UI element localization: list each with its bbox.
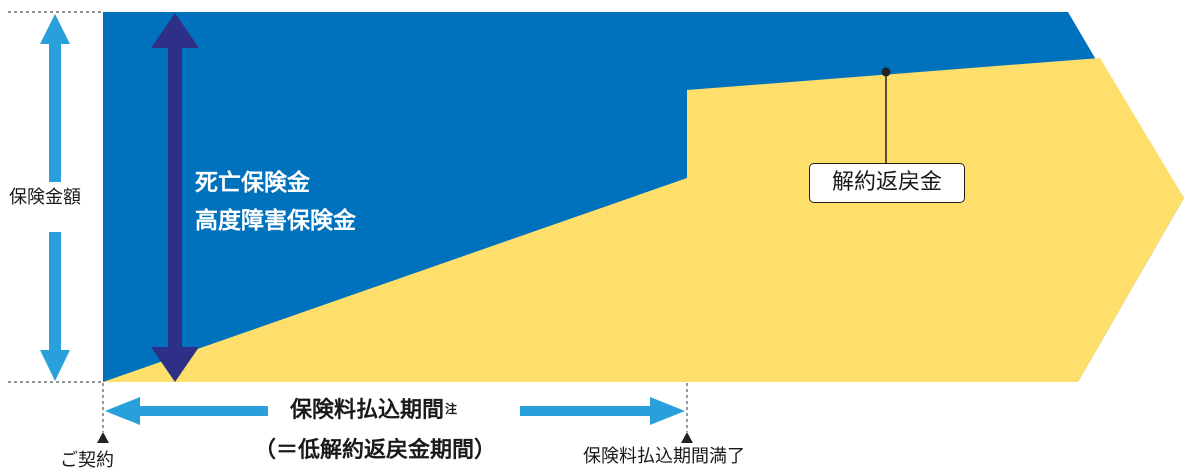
high-disability-benefit-label: 高度障害保険金 <box>195 208 356 234</box>
surrender-value-label: 解約返戻金 <box>809 163 965 203</box>
sum-insured-arrow <box>40 14 70 381</box>
contract-start-marker <box>97 432 109 443</box>
premium-period-note: 注 <box>445 402 458 416</box>
sum-insured-label: 保険金額 <box>9 186 81 212</box>
surrender-value-area <box>103 58 1184 382</box>
death-benefit-arrow <box>151 13 199 382</box>
premium-period-label: 保険料払込期間注 <box>290 396 457 426</box>
premium-period-arrow <box>105 397 685 425</box>
premium-period-text: 保険料払込期間 <box>290 398 445 423</box>
death-benefit-label: 死亡保険金 <box>195 170 310 196</box>
premium-end-marker <box>681 432 693 443</box>
surrender-pointer-dot <box>881 67 891 77</box>
low-surrender-period-label: （＝低解約返戻金期間） <box>254 438 497 463</box>
premium-period-end-label: 保険料払込期間満了 <box>583 446 745 467</box>
contract-start-label: ご契約 <box>60 450 114 471</box>
